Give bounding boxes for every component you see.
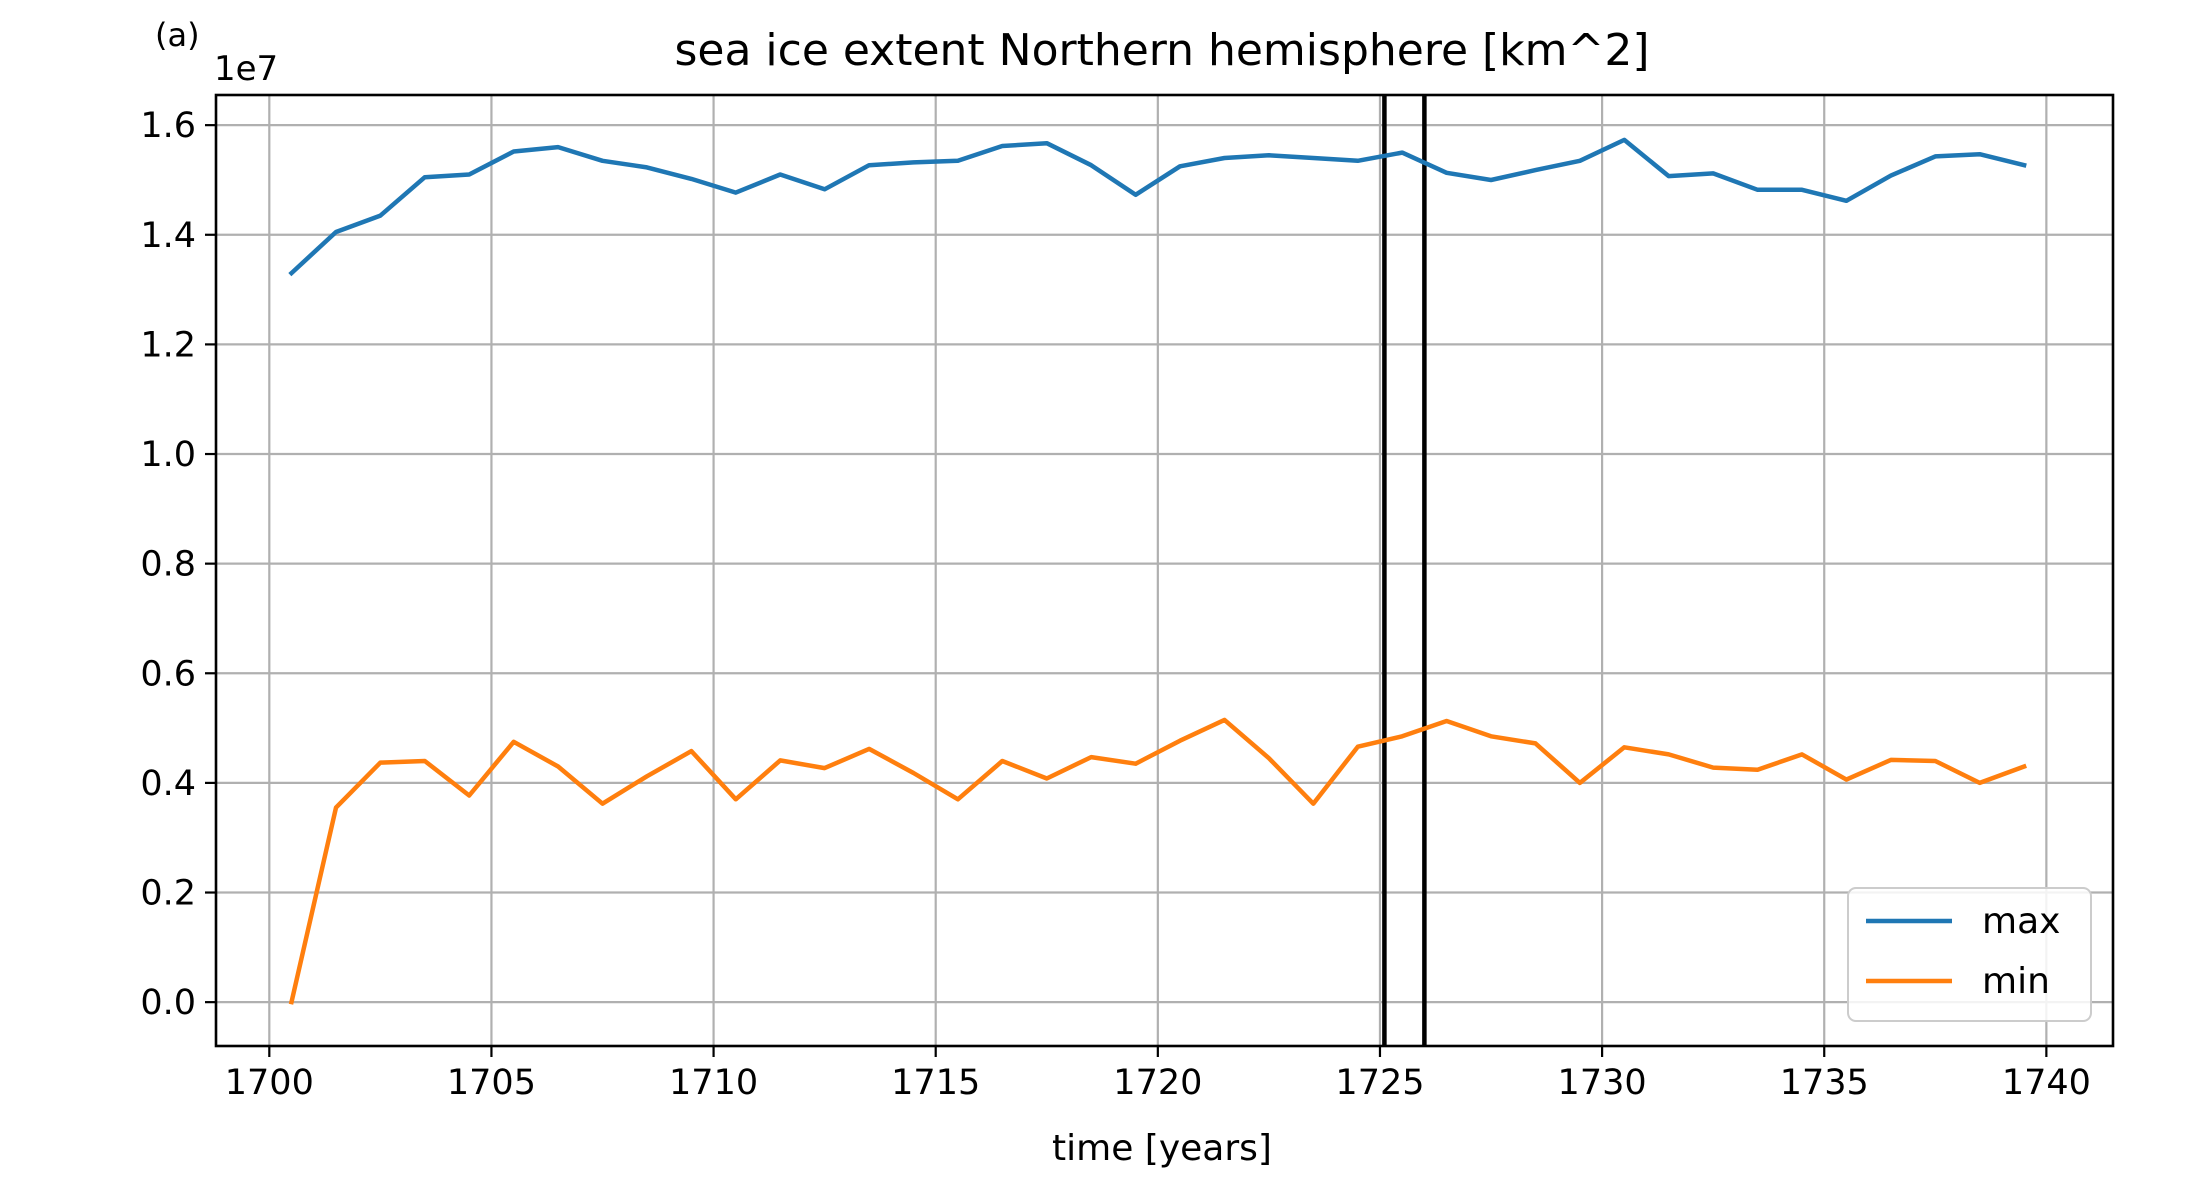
x-tick-label: 1705 [447,1063,536,1103]
y-tick-label: 1.0 [140,435,196,475]
x-tick-label: 1715 [891,1063,980,1103]
panel-label: (a) [155,16,200,54]
chart-title: sea ice extent Northern hemisphere [km^2… [674,25,1649,76]
x-tick-label: 1735 [1780,1063,1869,1103]
x-tick-label: 1720 [1113,1063,1202,1103]
series-line-max [288,137,2027,277]
x-tick-label: 1700 [225,1063,314,1103]
legend-label-max: max [1982,901,2060,942]
grid-lines [216,95,2113,1046]
legend-label-min: min [1982,961,2050,1002]
y-tick-label: 1.2 [140,325,196,365]
x-axis-label: time [years] [1052,1128,1272,1169]
y-tick-label: 0.0 [140,983,196,1023]
x-tick-label: 1740 [2002,1063,2091,1103]
y-tick-label: 1.6 [140,106,196,146]
y-tick-label: 0.8 [140,545,196,585]
y-tick-label: 0.6 [140,654,196,694]
series-lines [288,137,2027,1005]
x-tick-label: 1710 [669,1063,758,1103]
x-tick-label: 1730 [1558,1063,1647,1103]
vertical-markers [1382,95,1427,1046]
axes-frame [214,93,2115,1048]
series-line-min [288,717,2027,1005]
y-offset-label: 1e7 [214,49,278,89]
x-tick-label: 1725 [1335,1063,1424,1103]
y-tick-label: 1.4 [140,216,196,256]
y-tick-label: 0.2 [140,874,196,914]
legend: max min [1847,887,2092,1022]
axis-ticks: 1700 1705 1710 1715 1720 1725 1730 1735 1740 0.0 0… [140,106,2091,1103]
y-tick-label: 0.4 [140,764,196,804]
